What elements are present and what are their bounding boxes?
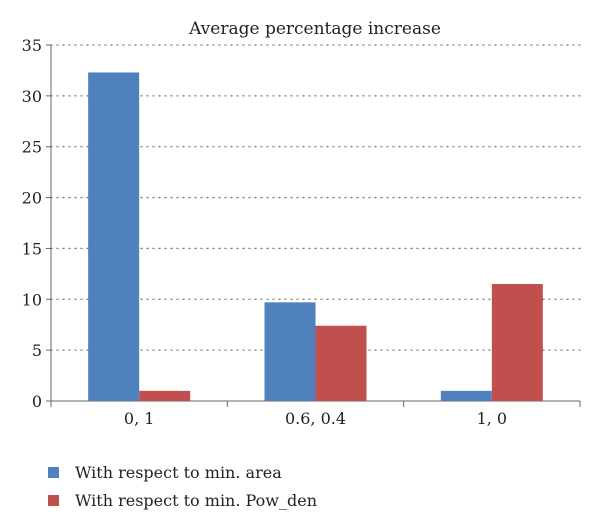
x-tick-label: 1, 0 <box>477 409 508 428</box>
y-axis-ticks: 0 5 10 15 20 25 30 35 <box>22 36 51 411</box>
legend-item-min-area: With respect to min. area <box>48 458 317 486</box>
legend-item-min-pow-den: With respect to min. Pow_den <box>48 486 317 514</box>
bar <box>88 72 140 401</box>
y-tick-label: 5 <box>32 341 42 360</box>
bar <box>315 325 367 401</box>
chart-title: Average percentage increase <box>188 19 441 39</box>
bar <box>139 390 191 401</box>
bar <box>440 390 492 401</box>
y-tick-label: 20 <box>22 189 42 208</box>
legend-label-min-pow-den: With respect to min. Pow_den <box>75 490 317 510</box>
legend-swatch-min-pow-den <box>48 494 59 506</box>
bar <box>491 284 543 401</box>
bars <box>88 72 543 401</box>
y-tick-label: 30 <box>22 87 42 106</box>
bar <box>264 302 316 401</box>
x-tick-label: 0.6, 0.4 <box>285 409 346 428</box>
y-tick-label: 35 <box>22 36 42 55</box>
legend-label-min-area: With respect to min. area <box>75 462 282 482</box>
y-tick-label: 25 <box>22 138 42 157</box>
y-tick-label: 15 <box>22 239 42 258</box>
y-tick-label: 10 <box>22 290 42 309</box>
x-tick-label: 0, 1 <box>124 409 155 428</box>
y-tick-label: 0 <box>32 392 42 411</box>
legend-swatch-min-area <box>48 466 59 478</box>
x-axis-ticks: 0, 1 0.6, 0.4 1, 0 <box>50 401 581 428</box>
legend: With respect to min. area With respect t… <box>48 458 317 514</box>
